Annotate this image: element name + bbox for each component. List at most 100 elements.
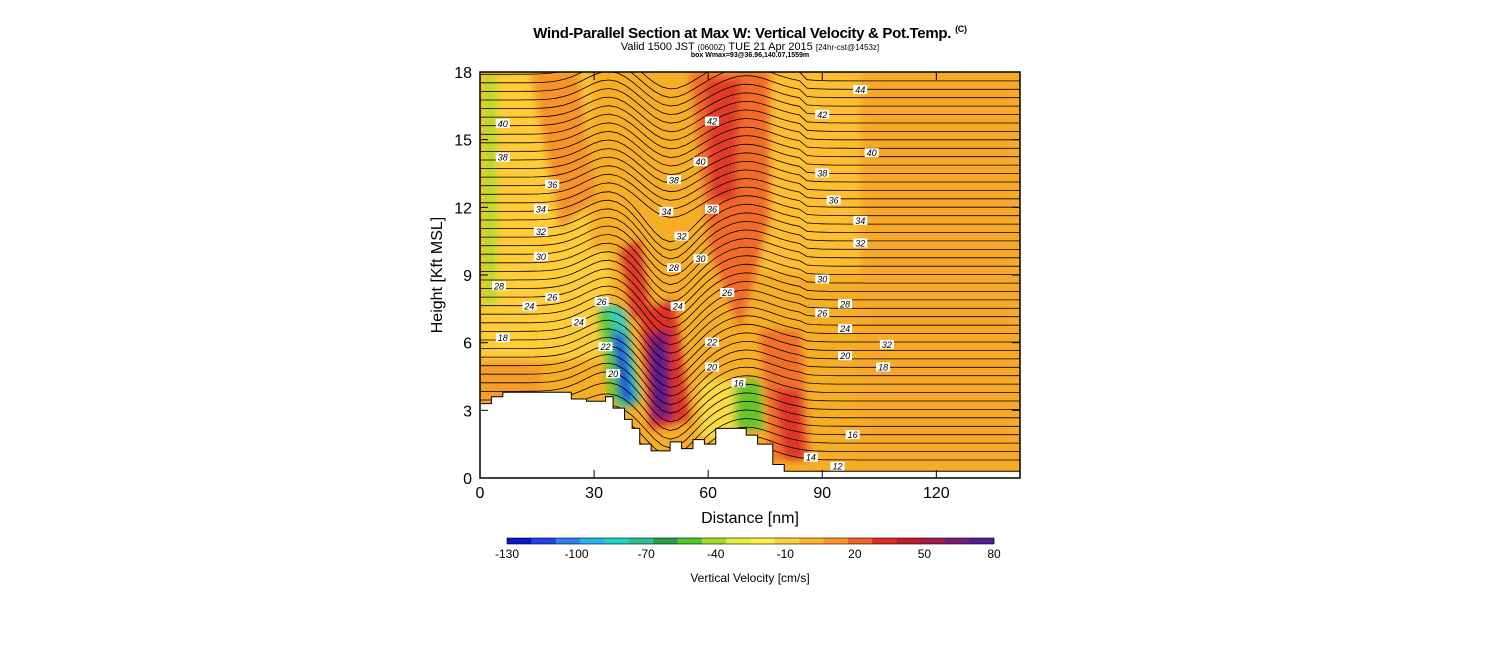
contour-label-bg	[803, 452, 818, 462]
contour-label-bg	[845, 430, 860, 440]
contour-label: 14	[806, 453, 816, 463]
contour-label-bg	[853, 215, 868, 225]
contour-label: 34	[536, 205, 546, 215]
contour-label-bg	[533, 227, 548, 237]
theta-contour-line	[480, 251, 1020, 303]
contour-label: 32	[882, 340, 892, 350]
theta-contour-line	[480, 79, 1020, 116]
contour-label-bg	[522, 301, 537, 311]
colorbar-swatch	[580, 538, 605, 544]
contour-label-bg	[670, 301, 685, 311]
theta-contour-line	[480, 294, 1020, 346]
theta-contours	[480, 72, 1020, 478]
x-tick-label: 60	[699, 485, 717, 502]
colorbar-swatch	[604, 538, 630, 544]
contour-label-bg	[571, 317, 586, 327]
colorbar-swatch	[750, 538, 776, 544]
theta-contour-line	[480, 88, 1020, 124]
contour-label: 24	[839, 324, 850, 334]
theta-contour-line	[480, 72, 1020, 90]
theta-contour-line	[480, 234, 1020, 286]
contour-label-bg	[545, 292, 560, 302]
y-tick-label: 18	[454, 65, 472, 82]
contour-label-bg	[659, 206, 674, 216]
contour-label: 20	[607, 369, 618, 379]
theta-contour-line	[480, 199, 1020, 251]
theta-contour-line	[480, 302, 1020, 354]
chart-subtitle: Valid 1500 JST (0600Z) TUE 21 Apr 2015 […	[620, 41, 880, 53]
contour-label: 24	[672, 302, 683, 312]
contour-label-bg	[815, 168, 830, 178]
colorbar-frame	[506, 537, 995, 545]
colorbar-tick-label: 50	[918, 547, 932, 561]
theta-contour-line	[480, 72, 1020, 98]
contour-label: 38	[498, 153, 508, 163]
y-axis-title: Height [Kft MSL]	[429, 217, 446, 334]
contour-label: 24	[523, 302, 534, 312]
y-tick-label: 12	[454, 200, 472, 217]
contour-label: 36	[547, 180, 557, 190]
theta-contour-line	[480, 105, 1020, 141]
contour-label-bg	[674, 231, 689, 241]
theta-contour-line	[480, 336, 1020, 388]
theta-contour-line	[480, 276, 1020, 328]
colorbar-tick-label: 80	[987, 547, 1001, 561]
colorbar-swatch	[920, 538, 946, 544]
contour-label: 26	[721, 288, 732, 298]
contour-label-bg	[598, 342, 613, 352]
y-tick-label: 0	[463, 471, 472, 488]
colorbar-swatch	[628, 538, 654, 544]
theta-contour-line	[480, 311, 1020, 363]
contour-label: 16	[848, 430, 858, 440]
contour-label: 30	[536, 252, 546, 262]
contour-label-bg	[666, 175, 681, 185]
contour-label: 42	[707, 117, 717, 127]
contour-label: 42	[817, 110, 827, 120]
colorbar-swatch	[677, 538, 703, 544]
x-tick-label: 120	[923, 485, 950, 502]
colorbar-tick-label: 20	[848, 547, 862, 561]
theta-contour-line	[480, 354, 1020, 406]
colorbar-swatch	[945, 538, 970, 544]
contour-label-bg	[879, 339, 894, 349]
contour-label-bg	[815, 274, 830, 284]
contour-label-bg	[492, 281, 507, 291]
contour-label-bg	[704, 116, 719, 126]
contour-label: 28	[668, 263, 679, 273]
theta-contour-line	[480, 182, 1020, 218]
contour-label: 40	[498, 119, 508, 129]
contour-label: 36	[829, 196, 839, 206]
x-axis: 0 30 60 90 120	[476, 72, 950, 502]
theta-contour-line	[480, 148, 1020, 184]
contour-label-bg	[853, 85, 868, 95]
theta-contour-line	[480, 362, 1020, 414]
contour-label: 24	[573, 317, 584, 327]
contour-label-bg	[693, 254, 708, 264]
theta-contour-line	[480, 285, 1020, 337]
y-tick-label: 6	[463, 336, 472, 353]
contour-label: 16	[734, 378, 744, 388]
colorbar-tick-label: -70	[637, 547, 655, 561]
theta-contour-line	[480, 96, 1020, 133]
contour-label-bg	[704, 337, 719, 347]
colorbar-swatch	[507, 538, 532, 544]
theta-contour-line	[480, 259, 1020, 311]
theta-contour-line	[480, 328, 1020, 380]
theta-contour-line	[480, 72, 1020, 107]
colorbar-tick-label: -130	[495, 547, 519, 561]
colorbar-swatch	[872, 538, 897, 544]
contour-label: 40	[696, 157, 706, 167]
colorbar-swatch	[531, 538, 556, 544]
x-axis-title: Distance [nm]	[701, 510, 799, 527]
contour-label-bg	[495, 333, 510, 343]
contour-label-bg	[826, 195, 841, 205]
theta-contour-line	[480, 208, 1020, 260]
contour-label-bg	[838, 299, 853, 309]
colorbar-swatch	[774, 538, 800, 544]
contour-label: 30	[817, 275, 827, 285]
contour-label-bg	[693, 157, 708, 167]
colorbar-swatch	[969, 538, 995, 544]
colorbar-swatch	[653, 538, 678, 544]
contour-label: 20	[706, 362, 717, 372]
